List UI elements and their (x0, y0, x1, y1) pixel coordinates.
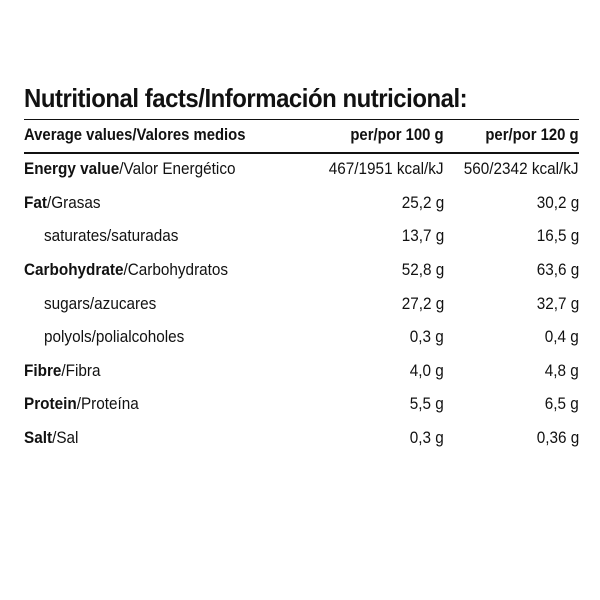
row-label: Carbohydrate/Carbohydratos (24, 259, 229, 279)
value-per-100g: 0,3 g (409, 427, 444, 447)
value-per-100g: 25,2 g (401, 192, 444, 212)
row-label: saturates/saturadas (44, 226, 179, 246)
nutrition-label: Nutritional facts/Información nutriciona… (24, 82, 579, 447)
nutrition-table: Average values/Valores medios per/por 10… (24, 120, 579, 455)
value-per-120g: 30,2 g (536, 192, 579, 212)
row-label: Energy value/Valor Energético (24, 158, 236, 178)
value-per-100g: 4,0 g (409, 360, 444, 380)
table-row-polyols: polyols/polialcoholes 0,3 g 0,4 g (24, 320, 579, 354)
table-row-protein: Protein/Proteína 5,5 g 6,5 g (24, 388, 579, 422)
table-row-salt: Salt/Sal 0,3 g 0,36 g (24, 421, 579, 455)
row-label: Fat/Grasas (24, 192, 101, 212)
value-per-100g: 5,5 g (409, 394, 444, 414)
row-label: Protein/Proteína (24, 394, 139, 414)
value-per-120g: 32,7 g (536, 293, 579, 313)
table-row-fat: Fat/Grasas 25,2 g 30,2 g (24, 186, 579, 220)
value-per-120g: 16,5 g (536, 226, 579, 246)
table-row-saturates: saturates/saturadas 13,7 g 16,5 g (24, 220, 579, 254)
row-label: Fibre/Fibra (24, 360, 101, 380)
value-per-120g: 4,8 g (544, 360, 579, 380)
column-header-per-120g: per/por 120 g (485, 126, 579, 144)
value-per-120g: 63,6 g (536, 259, 579, 279)
header-rule (24, 152, 579, 154)
value-per-100g: 27,2 g (401, 293, 444, 313)
label-title: Nutritional facts/Información nutriciona… (24, 83, 468, 113)
value-per-100g: 52,8 g (401, 259, 444, 279)
column-header-name: Average values/Valores medios (24, 126, 246, 144)
row-label: sugars/azucares (44, 293, 157, 313)
value-per-120g: 0,4 g (544, 327, 579, 347)
table-header-row: Average values/Valores medios per/por 10… (24, 120, 579, 151)
column-header-per-100g: per/por 100 g (350, 126, 444, 144)
top-rule (24, 119, 579, 120)
table-row-sugars: sugars/azucares 27,2 g 32,7 g (24, 287, 579, 321)
value-per-100g: 0,3 g (409, 327, 444, 347)
table-row-carbohydrate: Carbohydrate/Carbohydratos 52,8 g 63,6 g (24, 253, 579, 287)
value-per-100g: 467/1951 kcal/kJ (329, 158, 444, 178)
row-label: Salt/Sal (24, 427, 79, 447)
table-row-fibre: Fibre/Fibra 4,0 g 4,8 g (24, 354, 579, 388)
value-per-100g: 13,7 g (401, 226, 444, 246)
value-per-120g: 560/2342 kcal/kJ (464, 158, 579, 178)
row-label: polyols/polialcoholes (44, 327, 185, 347)
value-per-120g: 0,36 g (536, 427, 579, 447)
value-per-120g: 6,5 g (544, 394, 579, 414)
table-row-energy: Energy value/Valor Energético 467/1951 k… (24, 151, 579, 186)
